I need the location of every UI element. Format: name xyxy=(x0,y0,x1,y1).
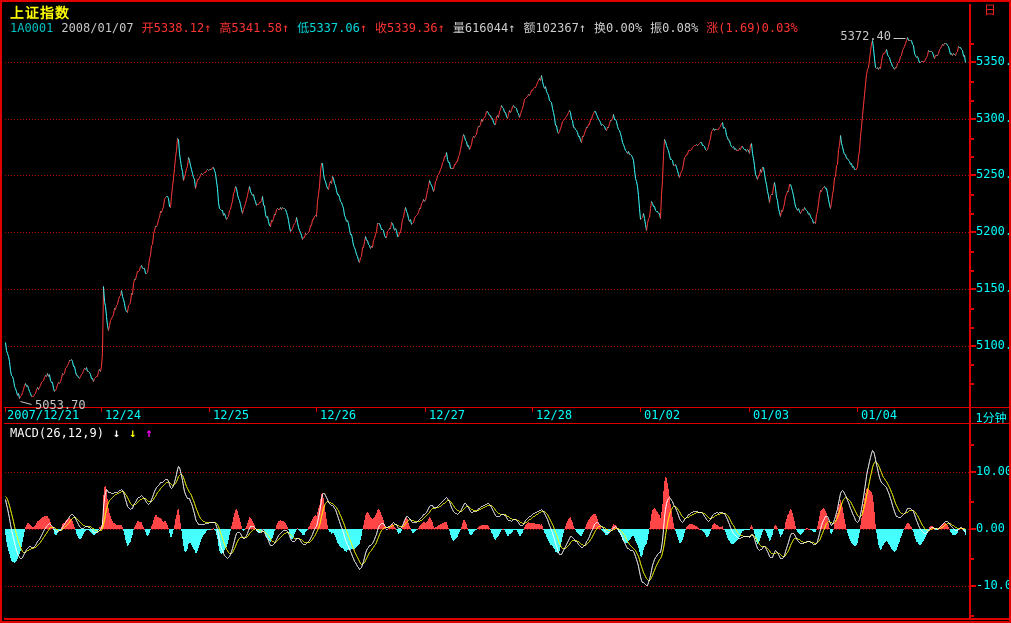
axis-tick xyxy=(971,61,976,63)
axis-tick xyxy=(971,288,976,290)
trend-arrow-icon: ↑ xyxy=(437,21,445,35)
axis-tick xyxy=(971,138,974,140)
trend-arrow-icon: ↑ xyxy=(508,21,516,35)
axis-tick xyxy=(971,251,974,253)
stat-item: 1A0001 xyxy=(10,21,54,35)
macd-legend-arrow-icon: ↓ xyxy=(112,426,121,440)
axis-tick-label: 0.00 xyxy=(976,521,1005,535)
stat-item: 2008/01/07 xyxy=(61,21,134,35)
date-label: 01/02 xyxy=(644,408,681,422)
date-label: 01/03 xyxy=(753,408,790,422)
axis-tick-label: 5150.0 xyxy=(976,281,1009,295)
axis-tick xyxy=(971,383,974,385)
macd-params-text: MACD(26,12,9) xyxy=(10,426,104,440)
axis-tick xyxy=(971,615,974,617)
stat-item: 换0.00% xyxy=(594,21,643,35)
axis-tick xyxy=(971,308,974,310)
date-bar-bottom-line xyxy=(4,423,1009,424)
axis-tick xyxy=(971,270,974,272)
date-bar-top-line xyxy=(4,407,1009,408)
high-price-annotation: 5372.40 xyxy=(840,29,891,43)
axis-tick xyxy=(971,118,976,120)
macd-indicator-label: MACD(26,12,9) ↓ ↓ ↑ xyxy=(10,426,153,440)
axis-tick xyxy=(971,81,974,83)
date-label: 12/27 xyxy=(429,408,466,422)
macd-bottom-line xyxy=(4,618,1009,620)
axis-tick xyxy=(971,528,976,530)
axis-tick-label: 5200.0 xyxy=(976,224,1009,238)
axis-tick-label: 5350.0 xyxy=(976,54,1009,68)
date-label: 12/25 xyxy=(213,408,250,422)
axis-tick-label: -10.00 xyxy=(976,578,1009,592)
date-tick xyxy=(316,408,317,412)
low-price-annotation: 5053.70 xyxy=(35,398,86,412)
axis-tick xyxy=(971,100,974,102)
date-tick xyxy=(857,408,858,412)
trend-arrow-icon: ↑ xyxy=(282,21,290,35)
axis-tick xyxy=(971,558,974,560)
stat-item: 振0.08% xyxy=(650,21,699,35)
date-label: 01/04 xyxy=(861,408,898,422)
axis-tick xyxy=(971,327,974,329)
axis-tick xyxy=(971,43,974,45)
axis-tick-label: 10.00 xyxy=(976,464,1011,478)
axis-tick xyxy=(971,194,974,196)
axis-tick xyxy=(971,213,974,215)
macd-legend-arrow-icon: ↓ xyxy=(129,426,137,440)
quote-stats-row: 1A0001 2008/01/07 开5338.12↑ 高5341.58↑ 低5337.… xyxy=(10,19,806,35)
axis-tick xyxy=(971,501,974,503)
right-axis-divider-line xyxy=(969,4,971,618)
stat-item: 开5338.12 xyxy=(141,21,205,35)
date-tick xyxy=(209,408,210,412)
date-label: 12/28 xyxy=(536,408,573,422)
stat-item: 涨(1.69)0.03% xyxy=(706,21,798,35)
date-tick xyxy=(749,408,750,412)
period-daily-button[interactable]: 日 xyxy=(984,3,997,17)
trend-arrow-icon: ↑ xyxy=(204,21,212,35)
axis-tick xyxy=(971,585,976,587)
date-label: 2007/12/21 xyxy=(7,408,80,422)
axis-tick xyxy=(971,156,974,158)
trend-arrow-icon: ↑ xyxy=(359,21,368,35)
axis-tick-label: 5100.0 xyxy=(976,338,1009,352)
axis-tick xyxy=(971,231,976,233)
date-tick xyxy=(640,408,641,412)
stat-item: 额102367 xyxy=(523,21,579,35)
axis-tick-label: 5300.0 xyxy=(976,111,1009,125)
stat-item: 高5341.58 xyxy=(219,21,282,35)
axis-tick xyxy=(971,444,974,446)
stat-item: 收5339.36 xyxy=(375,21,438,35)
date-label: 12/26 xyxy=(320,408,357,422)
axis-tick xyxy=(971,345,976,347)
axis-tick-label: 5250.0 xyxy=(976,167,1009,181)
price-chart-canvas[interactable] xyxy=(5,35,969,407)
instrument-title: 上证指数 xyxy=(10,6,70,22)
axis-tick xyxy=(971,364,974,366)
date-tick xyxy=(5,408,6,412)
axis-tick xyxy=(971,471,976,473)
date-tick xyxy=(101,408,102,412)
axis-tick xyxy=(971,174,976,176)
date-tick xyxy=(532,408,533,412)
date-label: 12/24 xyxy=(105,408,142,422)
stat-item: 量616044 xyxy=(452,21,509,35)
chart-period-label[interactable]: 1分钟 xyxy=(975,411,1007,425)
stat-item: 低5337.06 xyxy=(297,21,360,35)
macd-legend-arrow-icon: ↑ xyxy=(145,426,153,440)
trend-arrow-icon: ↑ xyxy=(578,21,587,35)
macd-chart-canvas[interactable] xyxy=(5,425,969,617)
date-tick xyxy=(425,408,426,412)
